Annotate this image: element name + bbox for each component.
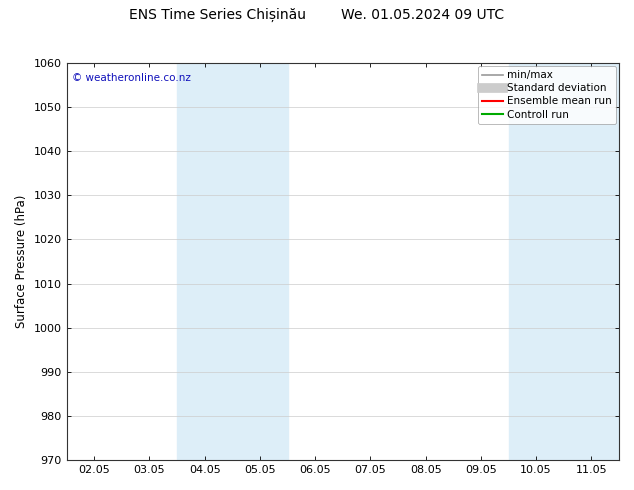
Text: © weatheronline.co.nz: © weatheronline.co.nz: [72, 73, 191, 83]
Legend: min/max, Standard deviation, Ensemble mean run, Controll run: min/max, Standard deviation, Ensemble me…: [478, 66, 616, 123]
Bar: [177, 63, 288, 460]
Y-axis label: Surface Pressure (hPa): Surface Pressure (hPa): [15, 195, 28, 328]
Bar: [508, 63, 619, 460]
Text: ENS Time Series Chișinău        We. 01.05.2024 09 UTC: ENS Time Series Chișinău We. 01.05.2024 …: [129, 7, 505, 22]
